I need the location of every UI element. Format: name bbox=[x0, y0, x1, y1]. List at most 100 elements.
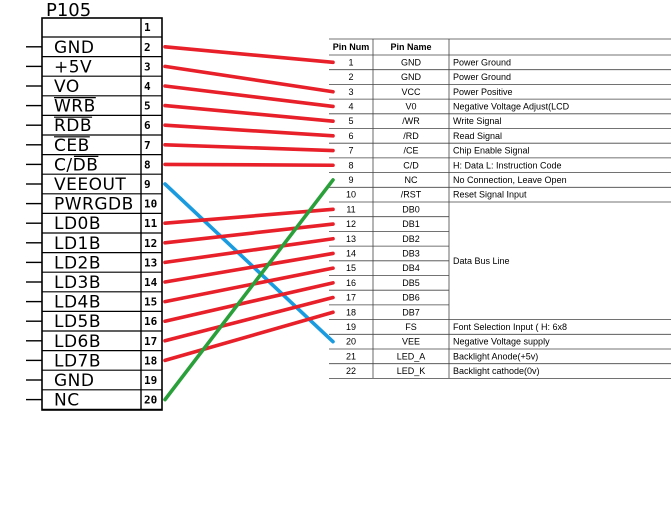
pin-name-18: LD7B bbox=[54, 351, 101, 371]
table-cell-pin-num: 15 bbox=[346, 263, 356, 273]
connector-title: P105 bbox=[46, 0, 91, 21]
table-cell-description: No Connection, Leave Open bbox=[453, 175, 567, 185]
pin-name-12: LD1B bbox=[54, 234, 101, 254]
pin-number-16: 16 bbox=[144, 315, 158, 328]
table-cell-pin-num: 2 bbox=[348, 72, 353, 82]
wire-18-to-18 bbox=[163, 310, 335, 363]
table-cell-pin-num: 7 bbox=[348, 146, 353, 156]
table-cell-pin-name: DB6 bbox=[402, 293, 420, 303]
wire-2-to-1 bbox=[163, 44, 335, 65]
table-cell-pin-num: 18 bbox=[346, 307, 356, 317]
pin-1-number: 1 bbox=[144, 21, 151, 34]
table-cell-description: Power Ground bbox=[453, 57, 511, 67]
wire-8-to-8 bbox=[163, 162, 335, 168]
pin-number-7: 7 bbox=[144, 139, 151, 152]
pin-number-2: 2 bbox=[144, 41, 151, 54]
pin-number-12: 12 bbox=[144, 237, 157, 250]
wire-connections bbox=[163, 44, 335, 402]
table-cell-pin-name: DB7 bbox=[402, 307, 420, 317]
table-cell-description: Power Ground bbox=[453, 72, 511, 82]
pin-number-4: 4 bbox=[144, 80, 151, 93]
wire-12-to-12 bbox=[163, 222, 335, 245]
wire-9-to-20 bbox=[163, 182, 335, 344]
pin-name-14: LD3B bbox=[54, 273, 101, 293]
table-cell-pin-name: DB2 bbox=[402, 234, 420, 244]
table-cell-description: Backlight Anode(+5v) bbox=[453, 351, 538, 361]
pin-number-19: 19 bbox=[144, 374, 157, 387]
wire-11-to-11 bbox=[163, 207, 335, 225]
table-cell-pin-num: 6 bbox=[348, 131, 353, 141]
table-cell-pin-num: 8 bbox=[348, 160, 353, 170]
data-bus-line-label: Data Bus Line bbox=[453, 256, 510, 266]
wire-13-to-13 bbox=[163, 236, 335, 265]
table-header-pin-num: Pin Num bbox=[333, 42, 370, 52]
table-cell-description: H: Data L: Instruction Code bbox=[453, 160, 562, 170]
pin-name-7: CEB bbox=[54, 136, 90, 156]
table-cell-pin-num: 20 bbox=[346, 337, 356, 347]
table-cell-pin-num: 9 bbox=[348, 175, 353, 185]
table-cell-pin-name: LED_K bbox=[397, 366, 426, 376]
table-cell-description: Negative Voltage supply bbox=[453, 337, 550, 347]
wire-14-to-14 bbox=[163, 251, 335, 284]
pin-number-18: 18 bbox=[144, 354, 157, 367]
table-cell-pin-num: 21 bbox=[346, 351, 356, 361]
table-cell-pin-name: GND bbox=[401, 72, 422, 82]
table-cell-pin-name: DB5 bbox=[402, 278, 420, 288]
pin-name-6: RDB bbox=[54, 116, 92, 136]
table-cell-description: Power Positive bbox=[453, 87, 513, 97]
table-cell-pin-name: DB0 bbox=[402, 204, 420, 214]
pin-number-6: 6 bbox=[144, 119, 151, 132]
table-cell-description: Negative Voltage Adjust(LCD bbox=[453, 101, 570, 111]
pin-number-11: 11 bbox=[144, 217, 158, 230]
table-cell-description: Write Signal bbox=[453, 116, 501, 126]
table-cell-pin-num: 16 bbox=[346, 278, 356, 288]
pin-name-11: LD0B bbox=[54, 214, 101, 234]
pin-number-13: 13 bbox=[144, 256, 157, 269]
wire-17-to-17 bbox=[163, 295, 335, 343]
pin-name-8: C/DB bbox=[54, 155, 98, 175]
pin-number-8: 8 bbox=[144, 158, 151, 171]
table-cell-pin-name: DB1 bbox=[402, 219, 420, 229]
pin-name-9: VEEOUT bbox=[54, 175, 126, 195]
table-cell-pin-num: 17 bbox=[346, 293, 356, 303]
table-cell-description: Font Selection Input ( H: 6x8 bbox=[453, 322, 567, 332]
pin-name-20: NC bbox=[54, 391, 80, 411]
table-cell-pin-num: 11 bbox=[346, 204, 355, 214]
pin-name-16: LD5B bbox=[54, 312, 101, 332]
table-cell-pin-num: 1 bbox=[348, 57, 353, 67]
table-cell-pin-name: /WR bbox=[402, 116, 420, 126]
wire-5-to-5 bbox=[163, 103, 335, 123]
table-header-pin-name: Pin Name bbox=[390, 42, 431, 52]
table-cell-pin-name: FS bbox=[405, 322, 417, 332]
table-cell-pin-name: /RST bbox=[401, 190, 422, 200]
table-cell-pin-name: VCC bbox=[401, 87, 421, 97]
pin-name-15: LD4B bbox=[54, 293, 101, 313]
pin-name-10: PWRGDB bbox=[54, 195, 134, 215]
pin-number-17: 17 bbox=[144, 335, 157, 348]
table-cell-pin-name: VEE bbox=[402, 337, 420, 347]
table-cell-pin-name: DB3 bbox=[402, 248, 420, 258]
pin-name-17: LD6B bbox=[54, 332, 101, 352]
table-cell-pin-name: GND bbox=[401, 57, 422, 67]
table-cell-pin-num: 4 bbox=[348, 101, 353, 111]
wire-20-to-9 bbox=[163, 178, 335, 402]
pin-number-3: 3 bbox=[144, 60, 151, 73]
pin-number-14: 14 bbox=[144, 276, 158, 289]
pin-name-4: VO bbox=[54, 77, 80, 97]
table-cell-pin-num: 12 bbox=[346, 219, 356, 229]
table-cell-pin-num: 19 bbox=[346, 322, 356, 332]
pin-name-3: +5V bbox=[54, 57, 92, 77]
table-cell-pin-name: LED_A bbox=[397, 351, 426, 361]
connector-pin-rows: GND 2 +5V 3 VO 4 WRB 5 RDB 6 CEB 7 C/DB 8 VEEOUT 9 PWRGD… bbox=[26, 38, 162, 411]
table-cell-pin-num: 14 bbox=[346, 248, 356, 258]
pin-name-5: WRB bbox=[54, 97, 96, 117]
pin-name-13: LD2B bbox=[54, 253, 101, 273]
wire-15-to-15 bbox=[163, 266, 335, 304]
table-cell-description: Reset Signal Input bbox=[453, 190, 527, 200]
table-cell-description: Read Signal bbox=[453, 131, 502, 141]
wire-4-to-4 bbox=[163, 84, 335, 109]
table-cell-description: Backlight cathode(0v) bbox=[453, 366, 540, 376]
wire-6-to-6 bbox=[163, 123, 335, 138]
table-cell-pin-num: 10 bbox=[346, 190, 356, 200]
